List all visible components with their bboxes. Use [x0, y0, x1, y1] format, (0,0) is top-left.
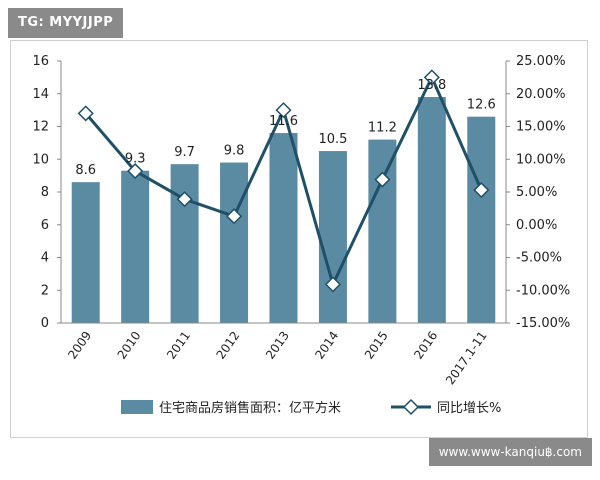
x-tick-label: 2010: [115, 329, 144, 362]
left-tick-label: 10: [32, 152, 49, 167]
bar-value-label: 12.6: [467, 98, 496, 113]
bar: [121, 170, 150, 323]
bar: [417, 97, 446, 324]
growth-marker: [473, 181, 490, 199]
x-tick-label: 2009: [65, 329, 94, 362]
x-tick-label: 2015: [362, 329, 391, 362]
right-tick-label: 15.00%: [516, 120, 566, 135]
right-tick-label: -5.00%: [516, 251, 562, 266]
left-tick-label: 4: [41, 251, 49, 266]
bar: [71, 182, 100, 323]
chart-svg: 0 2 4 6 8 10 12 14 16 -15.00% -10.00% -5.00% 0.00% 5.…: [32, 54, 570, 416]
growth-marker: [127, 162, 144, 180]
x-tick-label: 2017.1-11: [443, 329, 490, 387]
right-tick-label: 5.00%: [516, 185, 557, 200]
growth-marker: [423, 69, 440, 86]
legend-bar-label: 住宅商品房销售面积：亿平方米: [159, 400, 341, 416]
legend-line-label: 同比增长%: [437, 401, 501, 416]
growth-marker: [225, 208, 243, 225]
right-tick-label: 0.00%: [516, 218, 557, 233]
x-tick-label: 2012: [214, 329, 243, 362]
growth-marker: [275, 102, 292, 119]
left-tick-label: 14: [32, 87, 49, 102]
bar-value-label: 13.8: [417, 78, 446, 93]
x-tick-label: 2016: [411, 329, 440, 362]
growth-marker: [77, 105, 94, 122]
left-tick-label: 6: [41, 218, 49, 233]
left-tick-label: 16: [32, 54, 49, 69]
x-tick-label: 2014: [312, 329, 341, 362]
legend-line-marker: [402, 398, 420, 416]
growth-marker: [324, 276, 342, 293]
bar: [170, 164, 199, 323]
legend-bar-swatch: [121, 400, 153, 414]
bar: [318, 151, 347, 323]
bar: [467, 116, 496, 323]
left-tick-label: 8: [41, 185, 49, 200]
growth-marker: [176, 191, 193, 208]
left-tick-label: 0: [41, 316, 49, 331]
left-tick-label: 2: [41, 283, 49, 298]
watermark-site: www.www-kanqiu฿.com: [428, 438, 592, 466]
bar: [220, 162, 249, 323]
bar-value-label: 11.6: [269, 114, 298, 129]
right-tick-label: 10.00%: [516, 152, 566, 167]
x-tick-label: 2011: [164, 329, 193, 362]
right-tick-label: -10.00%: [516, 283, 570, 298]
bar-value-label: 9.8: [224, 144, 245, 159]
bar: [269, 133, 298, 323]
bar-value-label: 11.2: [368, 121, 397, 136]
watermark-tag: TG: MYYJJPP: [8, 8, 124, 38]
bar-value-label: 10.5: [318, 132, 347, 147]
right-tick-label: 20.00%: [516, 87, 566, 102]
bar-value-label: 8.6: [75, 163, 96, 178]
right-tick-label: -15.00%: [516, 316, 570, 331]
left-tick-label: 12: [32, 120, 49, 135]
x-tick-label: 2013: [263, 329, 292, 362]
chart-frame: 0 2 4 6 8 10 12 14 16 -15.00% -10.00% -5.00% 0.00% 5.…: [10, 40, 588, 438]
bar-value-label: 9.7: [174, 145, 195, 160]
bar: [368, 139, 397, 323]
bar-value-label: 9.3: [125, 152, 146, 167]
right-tick-label: 25.00%: [516, 54, 566, 69]
growth-marker: [374, 171, 391, 188]
